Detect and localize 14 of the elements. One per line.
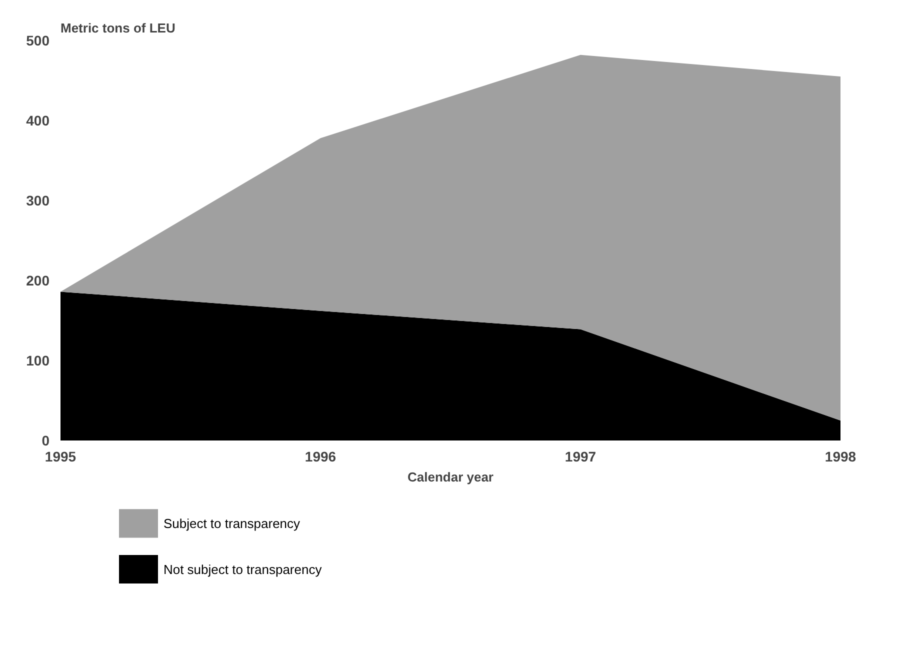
y-tick-label: 200 (26, 272, 50, 288)
x-tick-label: 1995 (44, 448, 76, 464)
legend-label: Not subject to transparency (163, 562, 322, 577)
y-tick-label: 500 (26, 32, 50, 48)
y-axis-title: Metric tons of LEU (60, 20, 176, 36)
legend-label: Subject to transparency (163, 516, 301, 531)
y-tick-label: 0 (42, 432, 50, 448)
x-tick-label: 1997 (564, 448, 596, 464)
y-tick-label: 400 (26, 112, 50, 128)
y-tick-label: 300 (26, 192, 50, 208)
x-axis-title: Calendar year (408, 470, 494, 484)
x-tick-label: 1996 (304, 448, 336, 464)
x-tick-label: 1998 (824, 448, 856, 464)
y-tick-label: 100 (26, 352, 50, 368)
